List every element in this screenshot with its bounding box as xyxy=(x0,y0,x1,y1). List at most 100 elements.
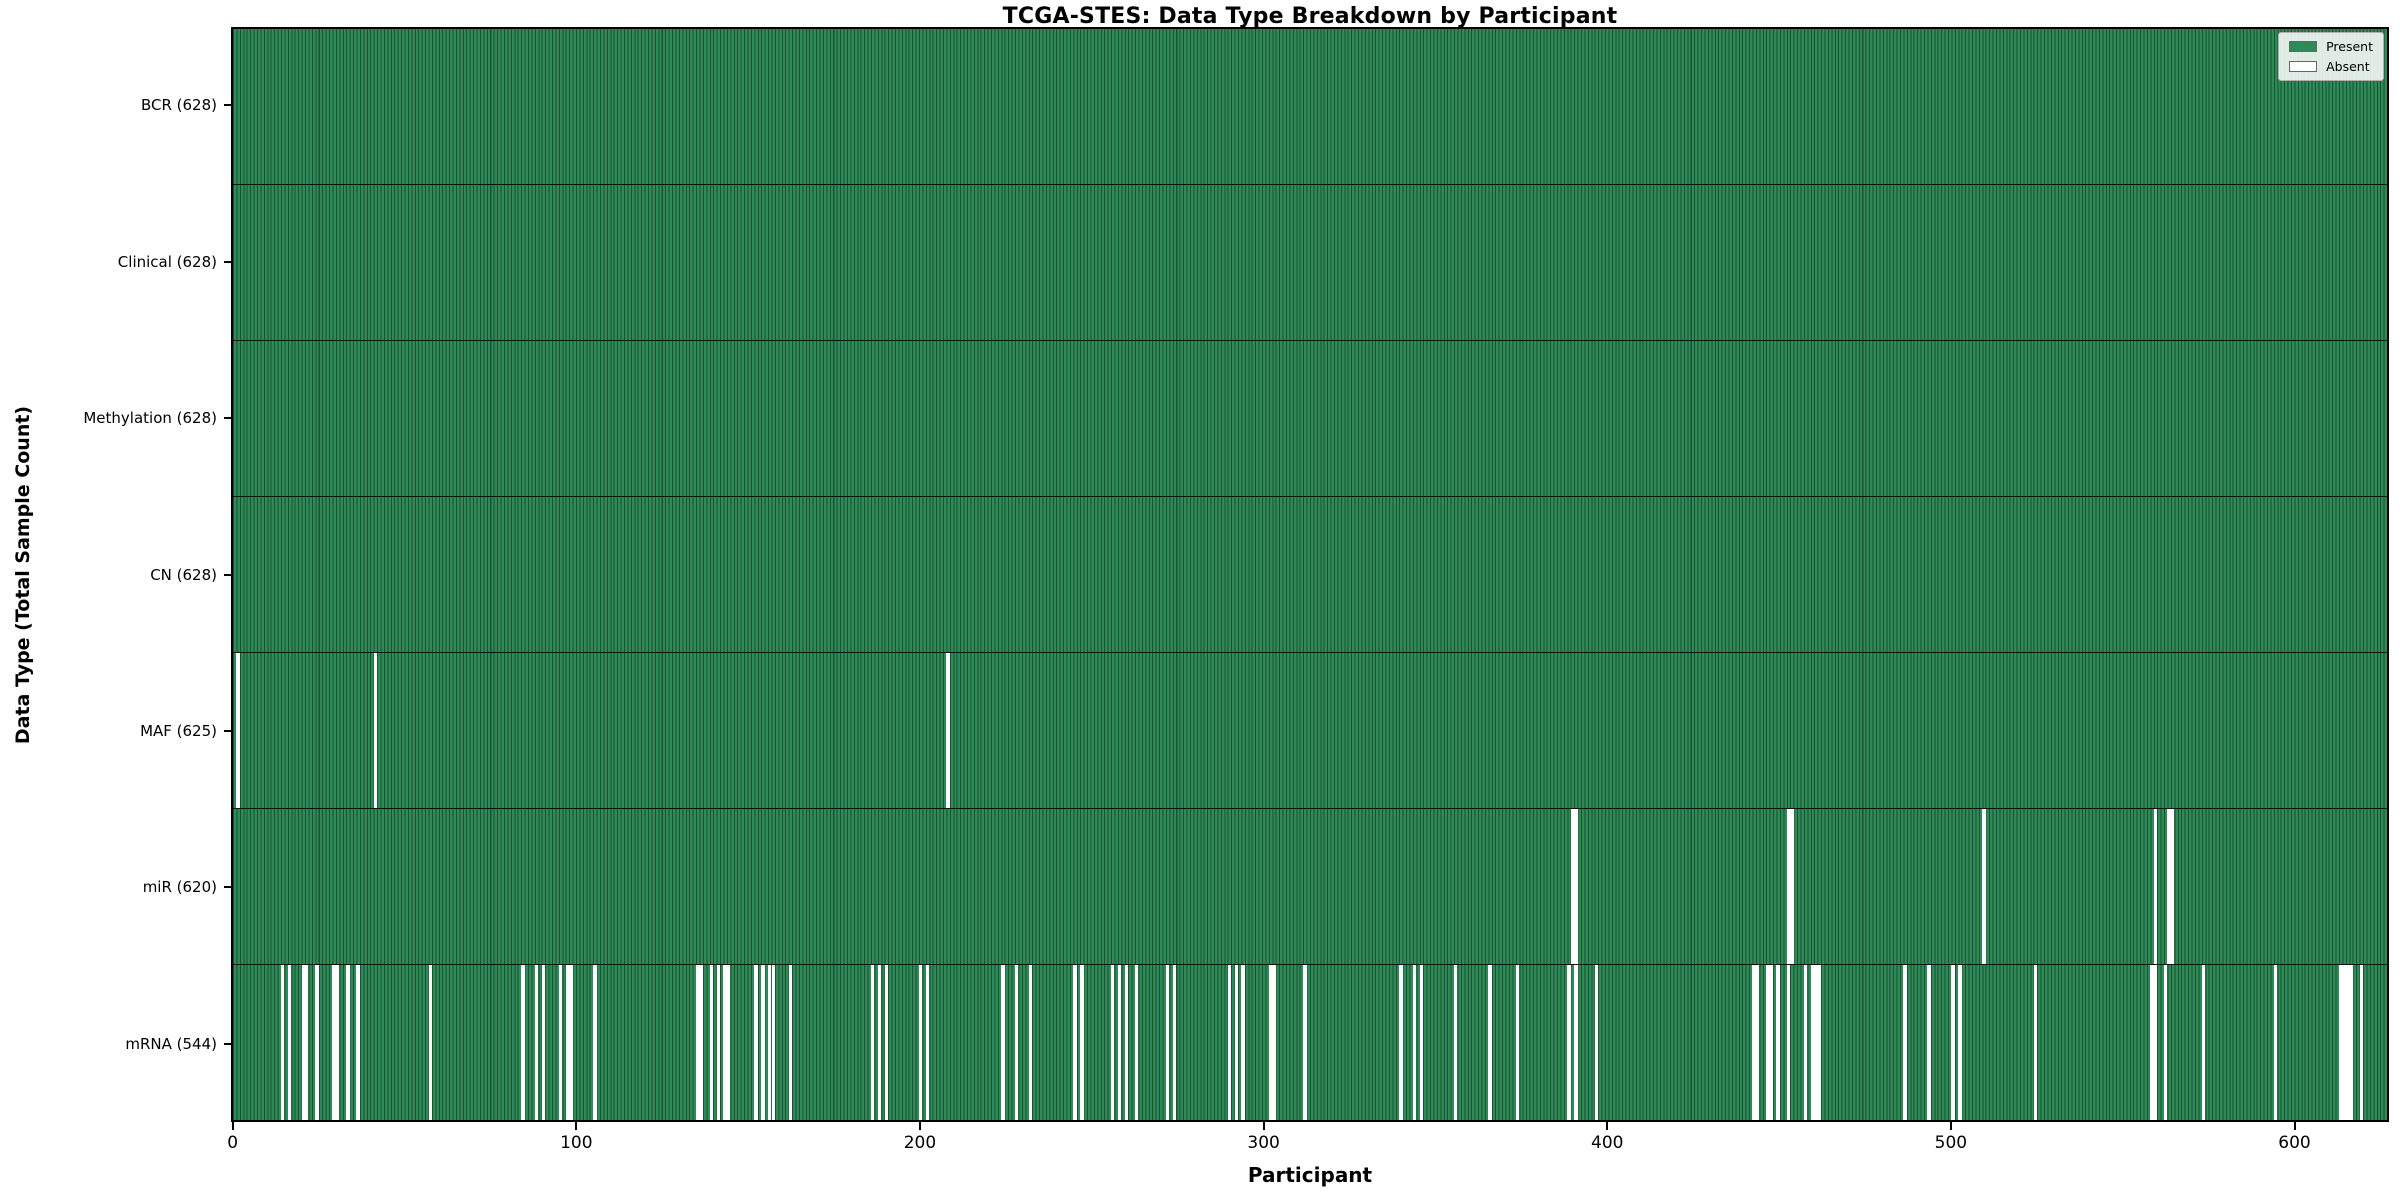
absent-bar xyxy=(1165,965,1170,1120)
absent-bar xyxy=(2201,965,2206,1120)
absent-bar xyxy=(565,965,570,1120)
absent-bar xyxy=(356,965,360,1120)
absent-bar xyxy=(1903,965,1907,1120)
x-tick-label-400: 400 xyxy=(1591,1133,1624,1153)
absent-bar xyxy=(2273,965,2278,1120)
x-tick-mark xyxy=(1606,1122,1609,1130)
absent-bar xyxy=(1080,965,1084,1120)
absent-bar xyxy=(761,965,765,1120)
absent-bar xyxy=(305,965,309,1120)
absent-bar xyxy=(1803,965,1808,1120)
absent-bar xyxy=(558,965,563,1120)
x-tick-label-200: 200 xyxy=(903,1133,937,1153)
absent-bar xyxy=(1574,965,1578,1120)
absent-bar xyxy=(593,965,597,1120)
x-tick-label-500: 500 xyxy=(1934,1133,1968,1153)
absent-bar xyxy=(1982,809,1986,964)
absent-bar xyxy=(1817,965,1822,1120)
absent-bar xyxy=(2033,965,2038,1120)
absent-bar xyxy=(1755,965,1760,1120)
absent-bar xyxy=(236,653,240,808)
absent-bar xyxy=(2150,965,2154,1120)
absent-bar xyxy=(332,965,336,1120)
y-tick-labels: BCR (628) Clinical (628) Methylation (628)… xyxy=(0,27,231,1122)
absent-bar xyxy=(1951,965,1955,1120)
absent-bar xyxy=(1073,965,1077,1120)
absent-bar xyxy=(870,965,875,1120)
absent-bar xyxy=(877,965,882,1120)
absent-bar xyxy=(287,965,292,1120)
y-tick-mark xyxy=(224,886,231,889)
absent-bar xyxy=(1001,965,1005,1120)
x-tick-mark xyxy=(1262,1122,1265,1130)
absent-bar xyxy=(754,965,758,1120)
absent-bar xyxy=(1752,965,1756,1120)
absent-bar xyxy=(1268,965,1273,1120)
y-tick-mark xyxy=(224,417,231,420)
absent-bar xyxy=(699,965,703,1120)
absent-bar xyxy=(1111,965,1115,1120)
absent-bar xyxy=(1117,965,1122,1120)
y-tick-label-methylation: Methylation (628) xyxy=(83,409,217,428)
absent-bar xyxy=(1028,965,1033,1120)
x-tick-mark xyxy=(231,1122,234,1130)
legend-present-swatch xyxy=(2289,41,2318,52)
absent-bar xyxy=(884,965,889,1120)
row-mrna xyxy=(233,965,2387,1120)
absent-bar xyxy=(1594,965,1599,1120)
absent-bar xyxy=(1810,965,1815,1120)
absent-bar xyxy=(2170,809,2175,964)
y-tick-mark xyxy=(224,104,231,107)
absent-bar xyxy=(1567,965,1571,1120)
absent-bar xyxy=(723,965,727,1120)
absent-bar xyxy=(1412,965,1417,1120)
absent-bar xyxy=(1135,965,1139,1120)
absent-bar xyxy=(1234,965,1238,1120)
y-tick-label-maf: MAF (625) xyxy=(140,721,217,740)
absent-bar xyxy=(1124,965,1129,1120)
absent-bar xyxy=(373,653,378,808)
y-tick-label-bcr: BCR (628) xyxy=(140,96,217,115)
absent-bar xyxy=(335,965,340,1120)
row-mir xyxy=(233,809,2387,965)
y-tick-mark xyxy=(224,729,231,732)
x-tick-mark xyxy=(575,1122,578,1130)
absent-bar xyxy=(1172,965,1177,1120)
absent-bar xyxy=(2349,965,2353,1120)
absent-bar xyxy=(1786,809,1791,964)
absent-bar xyxy=(771,965,775,1120)
absent-bar xyxy=(1786,965,1791,1120)
legend-entry-present: Present xyxy=(2289,39,2373,54)
x-tick-mark xyxy=(1949,1122,1952,1130)
absent-bar xyxy=(925,965,930,1120)
absent-bar xyxy=(315,965,319,1120)
absent-bar xyxy=(346,965,350,1120)
absent-bar xyxy=(1227,965,1232,1120)
y-tick-label-mrna: mRNA (544) xyxy=(125,1034,217,1053)
legend-entry-absent: Absent xyxy=(2289,59,2373,74)
absent-bar xyxy=(918,965,923,1120)
absent-bar xyxy=(428,965,432,1120)
absent-bar xyxy=(1272,965,1276,1120)
absent-bar xyxy=(716,965,721,1120)
row-maf xyxy=(233,653,2387,809)
absent-bar xyxy=(1454,965,1458,1120)
absent-bar xyxy=(1766,965,1770,1120)
absent-bar xyxy=(1015,965,1019,1120)
x-tick-label-100: 100 xyxy=(560,1133,593,1153)
absent-bar xyxy=(2164,965,2168,1120)
absent-bar xyxy=(2338,965,2343,1120)
absent-bar xyxy=(1303,965,1307,1120)
absent-bar xyxy=(1419,965,1424,1120)
absent-bar xyxy=(1790,809,1794,964)
absent-bar xyxy=(696,965,700,1120)
absent-bar xyxy=(569,965,573,1120)
absent-bar xyxy=(2153,809,2158,964)
x-tick-mark xyxy=(2293,1122,2296,1130)
absent-bar xyxy=(521,965,525,1120)
absent-bar xyxy=(301,965,306,1120)
x-axis-label: Participant xyxy=(1247,1163,1373,1187)
row-clinical xyxy=(233,185,2387,341)
absent-bar xyxy=(2167,809,2171,964)
